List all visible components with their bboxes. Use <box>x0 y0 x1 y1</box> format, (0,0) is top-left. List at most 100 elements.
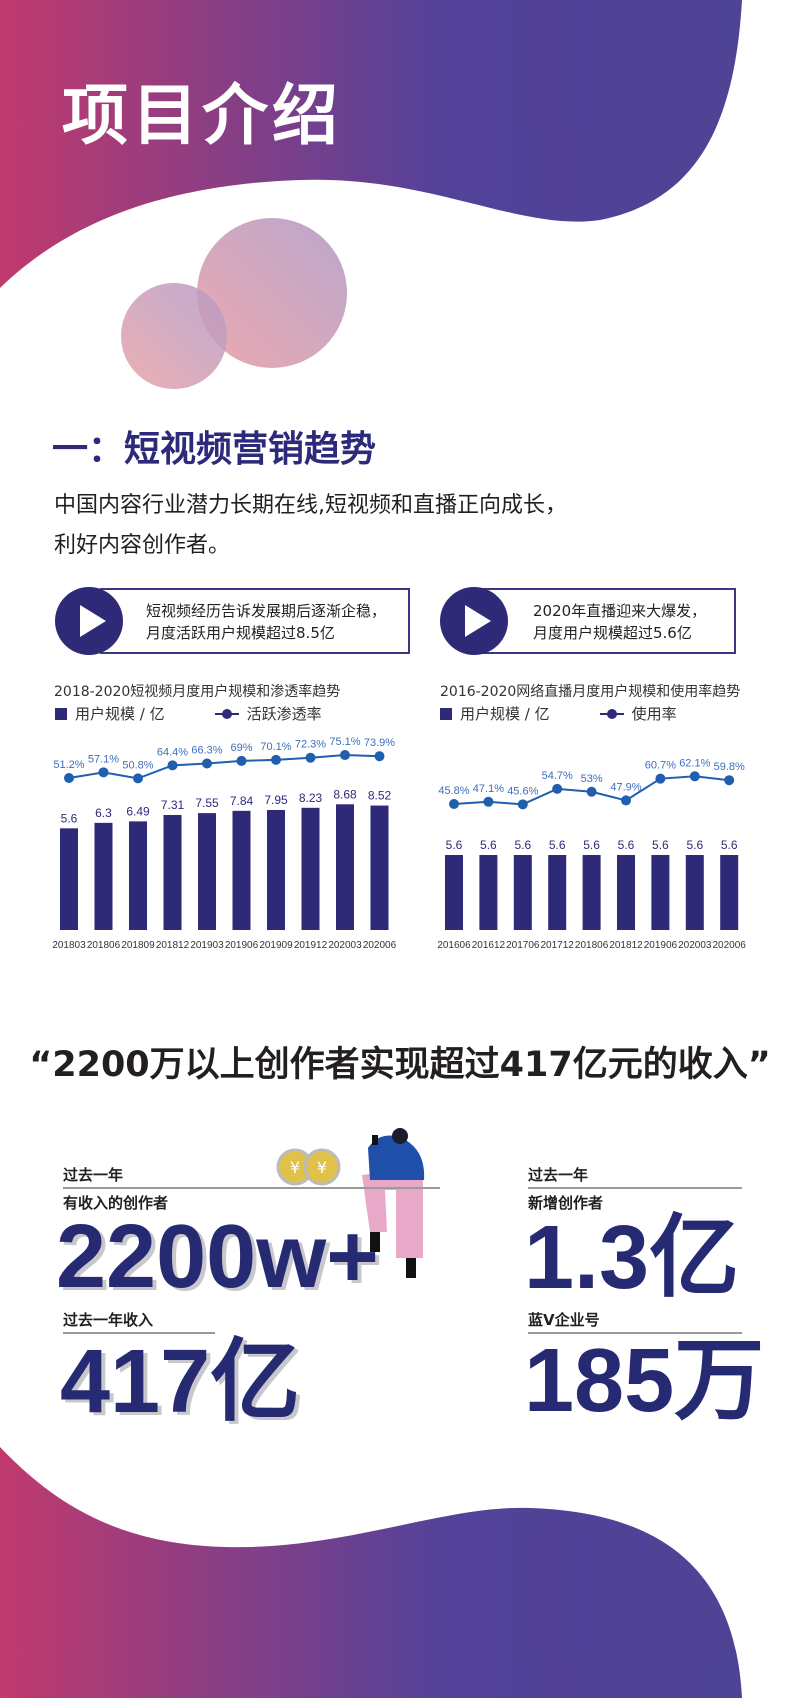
rate-label: 72.3% <box>295 739 326 751</box>
divider <box>63 1187 440 1189</box>
rate-label: 54.7% <box>542 770 573 782</box>
stat-label: 蓝V企业号 <box>528 1311 600 1329</box>
category-label: 201712 <box>541 940 575 951</box>
bar <box>370 805 389 930</box>
category-label: 201812 <box>156 940 190 951</box>
legend-label: 使用率 <box>631 705 677 723</box>
section-description: 中国内容行业潜力长期在线,短视频和直播正向成长， 利好内容创作者。 <box>54 486 754 566</box>
category-label: 202003 <box>328 940 362 951</box>
divider <box>528 1332 742 1334</box>
bar-value-label: 6.49 <box>126 804 150 818</box>
bar <box>582 855 601 930</box>
category-label: 201909 <box>259 940 293 951</box>
category-label: 201606 <box>437 940 471 951</box>
rate-point <box>202 758 212 769</box>
callout-line: 短视频经历告诉发展期后逐渐企稳， <box>146 602 387 620</box>
category-label: 202003 <box>678 940 712 951</box>
bar-value-label: 7.55 <box>195 796 219 810</box>
bar <box>513 855 532 930</box>
bar-value-label: 5.6 <box>480 838 497 852</box>
chart-title: 2016-2020网络直播月度用户规模和使用率趋势 <box>440 684 741 700</box>
bar <box>94 822 113 930</box>
rate-label: 70.1% <box>260 741 291 753</box>
rate-label: 47.9% <box>610 781 641 793</box>
rate-point <box>167 760 178 771</box>
rate-label: 75.1% <box>329 736 360 748</box>
stat-label: 有收入的创作者 <box>63 1194 169 1212</box>
legend-line-swatch <box>599 708 624 719</box>
callout-text: 2020年直播迎来大爆发， 月度用户规模超过5.6亿 <box>533 600 706 644</box>
legend-line-swatch <box>214 708 239 719</box>
short-video-chart: 5.6 201803 6.3 201806 6.49 201809 7.31 201812 7.… <box>52 736 397 951</box>
description-line: 利好内容创作者。 <box>54 533 231 558</box>
rate-point <box>689 771 700 782</box>
bar <box>617 855 635 930</box>
bar-value-label: 7.84 <box>230 794 254 808</box>
callout-line: 2020年直播迎来大爆发， <box>533 602 707 620</box>
live-stream-chart: 5.6 201606 5.6 201612 5.6 201706 5.6 201712 5.6 2… <box>437 757 747 951</box>
category-label: 202006 <box>363 940 397 951</box>
rate-point <box>271 754 281 765</box>
legend-label: 用户规模 / 亿 <box>75 705 165 723</box>
category-label: 201806 <box>575 940 609 951</box>
rate-point <box>374 751 385 762</box>
stat-label: 过去一年收入 <box>63 1311 154 1329</box>
bar <box>198 813 216 930</box>
category-label: 201906 <box>225 940 259 951</box>
bar-value-label: 5.6 <box>61 811 78 825</box>
rate-label: 50.8% <box>122 759 153 771</box>
description-line: 中国内容行业潜力长期在线,短视频和直播正向成长， <box>54 493 567 518</box>
bar-value-label: 7.31 <box>161 798 185 812</box>
bar-value-label: 8.68 <box>333 787 357 801</box>
category-label: 201806 <box>87 940 121 951</box>
category-label: 201912 <box>294 940 328 951</box>
bar <box>129 821 147 930</box>
bottom-wave <box>0 1447 742 1698</box>
bar-value-label: 5.6 <box>583 838 600 852</box>
bar-value-label: 5.6 <box>652 838 669 852</box>
rate-point <box>552 783 563 794</box>
bar <box>548 855 567 930</box>
bar-value-label: 7.95 <box>264 793 288 807</box>
bar <box>301 807 320 930</box>
chart-legend: 用户规模 / 亿 活跃渗透率 <box>55 703 322 724</box>
stat-label-top: 过去一年 <box>528 1166 589 1184</box>
stat-label: 新增创作者 <box>528 1194 604 1212</box>
category-label: 201706 <box>506 940 540 951</box>
rate-point <box>586 786 597 797</box>
bar-value-label: 5.6 <box>618 838 635 852</box>
rate-point <box>449 799 459 809</box>
bar <box>720 855 739 930</box>
rate-point <box>133 773 143 784</box>
stat-label-top: 过去一年 <box>63 1166 124 1184</box>
rate-label: 59.8% <box>714 761 745 773</box>
category-label: 202006 <box>713 940 747 951</box>
person-illustration <box>362 1128 425 1278</box>
category-label: 201803 <box>52 940 86 951</box>
bar-value-label: 6.3 <box>95 806 112 820</box>
page-title: 项目介绍 <box>62 77 342 154</box>
bar <box>445 855 463 930</box>
bar <box>479 855 498 930</box>
rate-label: 45.6% <box>507 785 538 797</box>
bar-value-label: 5.6 <box>446 838 463 852</box>
rate-point <box>724 775 735 786</box>
bar <box>336 804 354 930</box>
callout-text: 短视频经历告诉发展期后逐渐企稳， 月度活跃用户规模超过8.5亿 <box>146 600 386 644</box>
bar <box>60 828 78 930</box>
top-wave <box>0 0 742 288</box>
rate-point <box>340 750 350 761</box>
rate-line <box>68 754 380 780</box>
bar-value-label: 5.6 <box>721 838 738 852</box>
legend-label: 用户规模 / 亿 <box>460 705 550 723</box>
legend-bar-swatch <box>440 707 452 720</box>
decor-circle-small <box>121 283 227 389</box>
category-label: 201812 <box>609 940 643 951</box>
play-icon <box>440 587 508 655</box>
bar <box>651 855 670 930</box>
rate-point <box>236 755 247 766</box>
rate-point <box>98 767 109 778</box>
chart-title: 2018-2020短视频月度用户规模和渗透率趋势 <box>54 684 341 700</box>
bar-value-label: 8.23 <box>299 791 323 805</box>
